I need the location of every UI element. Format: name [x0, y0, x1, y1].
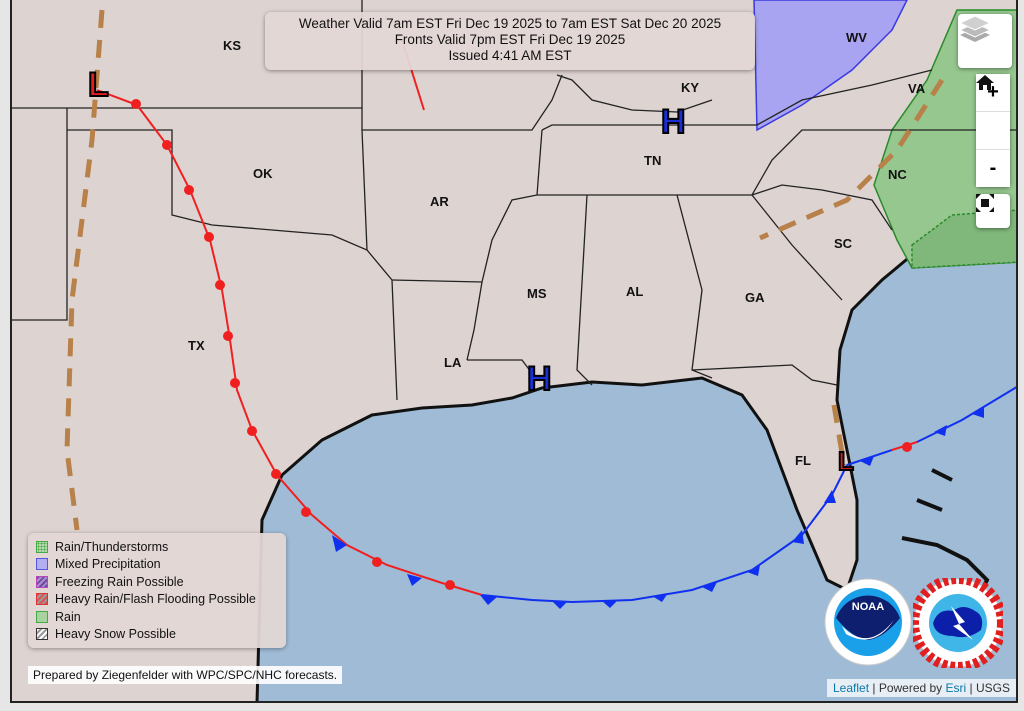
fullscreen-icon	[976, 194, 994, 212]
low-pressure-center: L	[837, 445, 855, 477]
legend-item-heavy-snow: Heavy Snow Possible	[36, 626, 278, 644]
state-label-ar: AR	[430, 194, 449, 209]
noaa-logo-text: NOAA	[852, 601, 884, 613]
forecast-valid-times: Weather Valid 7am EST Fri Dec 19 2025 to…	[265, 12, 755, 70]
state-label-tn: TN	[644, 153, 662, 168]
state-label-ok: OK	[253, 166, 273, 181]
state-boundaries	[12, 0, 1016, 401]
layers-button[interactable]	[958, 14, 1012, 68]
fullscreen-button[interactable]	[976, 194, 1010, 228]
map-attribution: Leaflet | Powered by Esri | USGS	[827, 679, 1016, 697]
legend-label: Rain	[55, 609, 81, 624]
prepared-by-note: Prepared by Ziegenfelder with WPC/SPC/NH…	[28, 666, 343, 684]
rain-swatch	[36, 610, 48, 623]
state-label-ms: MS	[527, 286, 547, 301]
high-pressure-center: H	[526, 359, 553, 399]
mixed-precip-area	[753, 0, 908, 132]
nws-logo	[913, 578, 1003, 668]
legend-label: Mixed Precipitation	[55, 557, 161, 572]
weather-valid-line: Weather Valid 7am EST Fri Dec 19 2025 to…	[298, 16, 722, 31]
layers-icon	[958, 15, 992, 42]
warm-front-bulbs	[131, 99, 912, 590]
legend-label: Freezing Rain Possible	[55, 574, 184, 589]
low-pressure-center: L	[87, 65, 110, 105]
rain-thunderstorms-swatch	[36, 540, 48, 553]
freezing-rain-swatch	[36, 575, 48, 588]
noaa-logo: NOAA	[824, 578, 912, 666]
heavy-rain-swatch	[36, 593, 48, 606]
zoom-control: + -	[976, 74, 1010, 187]
cold-front-east	[846, 386, 1016, 466]
esri-link[interactable]: Esri	[945, 681, 967, 695]
issued-line: Issued 4:41 AM EST	[448, 48, 572, 63]
legend-item-heavy-rain: Heavy Rain/Flash Flooding Possible	[36, 591, 278, 609]
high-pressure-center: H	[660, 102, 687, 142]
map-legend: Rain/Thunderstorms Mixed Precipitation F…	[28, 533, 286, 648]
legend-item-rain-thunderstorms: Rain/Thunderstorms	[36, 538, 278, 556]
legend-item-freezing-rain: Freezing Rain Possible	[36, 573, 278, 591]
stationary-front-segment	[891, 441, 918, 451]
bahamas-coast	[916, 468, 953, 512]
weather-map[interactable]: KS KY WV VA OK AR TN NC SC MS AL GA TX L…	[10, 0, 1018, 703]
state-label-fl: FL	[795, 453, 811, 468]
home-button[interactable]	[976, 75, 1010, 150]
cold-front-triangles	[332, 406, 984, 609]
state-label-va: VA	[908, 81, 926, 96]
state-label-sc: SC	[834, 236, 853, 251]
state-label-ky: KY	[681, 80, 700, 95]
attribution-text: | Powered by	[869, 681, 946, 695]
trough-lines	[64, 9, 945, 531]
legend-label: Rain/Thunderstorms	[55, 539, 169, 554]
attribution-text: | USGS	[966, 681, 1010, 695]
state-label-nc: NC	[888, 167, 907, 182]
map-canvas	[12, 0, 1016, 701]
mixed-precip-swatch	[36, 558, 48, 571]
leaflet-link[interactable]: Leaflet	[833, 681, 870, 695]
heavy-snow-swatch	[36, 628, 48, 641]
state-label-la: LA	[444, 355, 462, 370]
trough-florida	[831, 404, 847, 466]
zoom-out-button[interactable]: -	[976, 150, 1010, 187]
state-label-wv: WV	[846, 30, 867, 45]
legend-item-mixed-precipitation: Mixed Precipitation	[36, 556, 278, 574]
state-label-ks: KS	[223, 38, 242, 53]
state-label-al: AL	[626, 284, 644, 299]
legend-label: Heavy Snow Possible	[55, 627, 176, 642]
cold-front	[481, 464, 848, 604]
legend-label: Heavy Rain/Flash Flooding Possible	[55, 592, 256, 607]
fronts-valid-line: Fronts Valid 7pm EST Fri Dec 19 2025	[394, 32, 626, 47]
state-label-tx: TX	[188, 338, 205, 353]
state-label-ga: GA	[745, 290, 765, 305]
home-icon	[976, 75, 994, 90]
trough-east	[758, 78, 945, 241]
legend-item-rain: Rain	[36, 608, 278, 626]
